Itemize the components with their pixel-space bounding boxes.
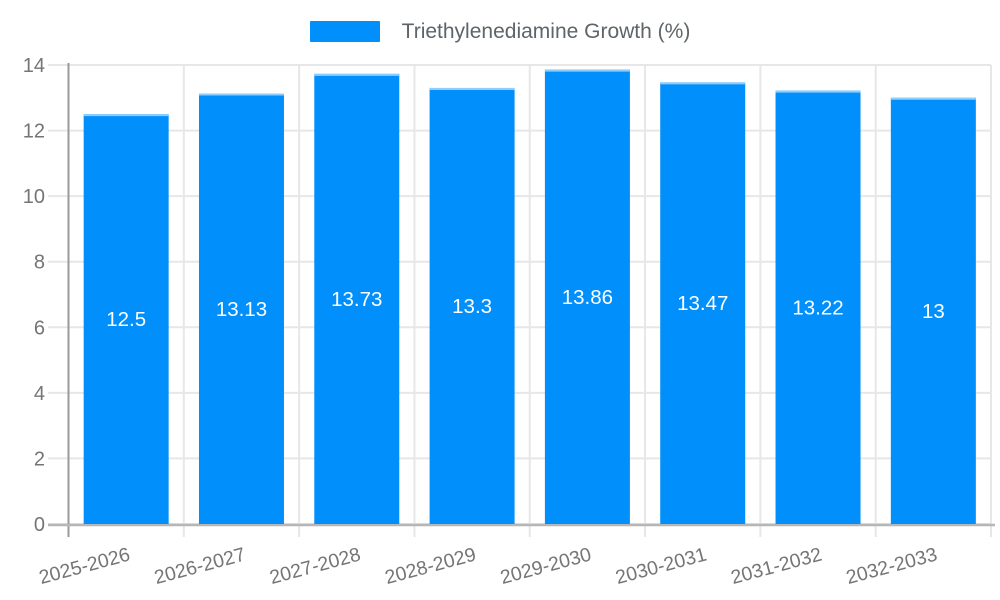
x-axis-tick-label: 2027-2028 bbox=[267, 544, 363, 589]
y-axis-tick-label: 12 bbox=[23, 121, 45, 143]
x-axis-tick-label: 2028-2029 bbox=[383, 544, 479, 589]
y-axis-tick-label: 14 bbox=[23, 55, 45, 77]
x-axis-tick-label: 2030-2031 bbox=[613, 544, 709, 589]
legend[interactable]: Triethylenediamine Growth (%) bbox=[0, 21, 1000, 42]
bar[interactable] bbox=[83, 114, 169, 524]
y-axis-tick-label: 8 bbox=[34, 252, 45, 274]
x-axis-tick-label: 2029-2030 bbox=[498, 544, 594, 589]
bar[interactable] bbox=[890, 97, 976, 525]
y-axis-tick-label: 4 bbox=[34, 383, 45, 405]
y-axis-tick-label: 6 bbox=[34, 317, 45, 339]
legend-marker-icon bbox=[309, 21, 380, 42]
bar-value-label: 13.22 bbox=[792, 296, 843, 319]
y-axis-tick-label: 2 bbox=[34, 448, 45, 470]
x-axis-tick-label: 2025-2026 bbox=[37, 544, 133, 589]
bar[interactable] bbox=[429, 87, 515, 524]
bar-value-label: 13.86 bbox=[562, 286, 613, 309]
y-axis-tick-label: 10 bbox=[23, 186, 45, 208]
y-axis-tick-label: 0 bbox=[34, 514, 45, 536]
bar-value-label: 13.13 bbox=[216, 298, 267, 321]
x-axis-tick-label: 2026-2027 bbox=[152, 544, 248, 589]
bar[interactable] bbox=[314, 73, 400, 524]
bar[interactable] bbox=[544, 69, 630, 524]
bar[interactable] bbox=[198, 93, 284, 525]
bar-value-label: 12.5 bbox=[106, 308, 146, 331]
bar-value-label: 13.73 bbox=[331, 288, 382, 311]
bar-value-label: 13.3 bbox=[452, 295, 492, 318]
bar-value-label: 13.47 bbox=[677, 292, 728, 315]
x-axis-tick-label: 2031-2032 bbox=[729, 544, 825, 589]
legend-series-label: Triethylenediamine Growth (%) bbox=[401, 20, 691, 43]
bar[interactable] bbox=[775, 90, 861, 524]
x-axis-tick-label: 2032-2033 bbox=[844, 544, 940, 589]
bar[interactable] bbox=[660, 82, 746, 524]
bar-value-label: 13 bbox=[922, 300, 945, 323]
